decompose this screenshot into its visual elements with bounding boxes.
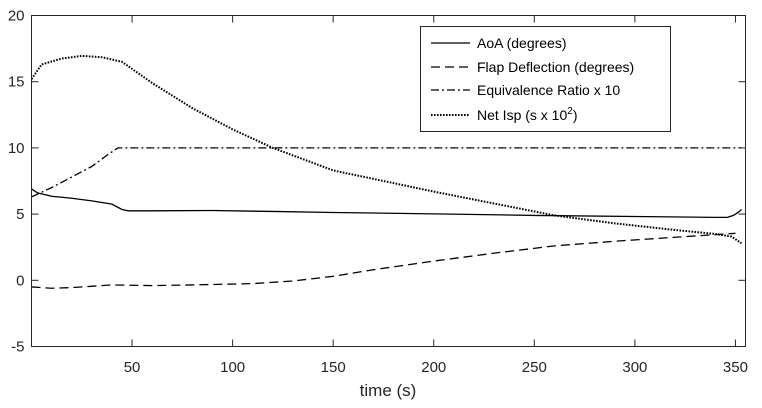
plot-lines [30,54,743,289]
series-line-2 [31,147,742,198]
y-tick-label: 10 [8,140,25,157]
legend-label-net-isp-main: Net Isp (s x 10 [477,107,567,123]
x-axis-title: time (s) [360,381,417,400]
x-tick-label: 150 [321,359,346,376]
y-tick-label: 20 [8,8,25,25]
y-tick-label: 15 [8,74,25,91]
series-line-3 [30,54,743,245]
x-tick-label: 300 [622,359,647,376]
x-tick-label: 250 [522,359,547,376]
y-tick-label: 0 [16,272,24,289]
legend: AoA (degrees) Flap Deflection (degrees) … [420,26,671,132]
x-tick-label: 200 [421,359,446,376]
y-tick-label: -5 [11,339,24,356]
x-tick-label: 50 [124,359,141,376]
x-tick-label: 350 [723,359,748,376]
axis-tick-labels: 50 100 150 200 250 300 350 -5 0 5 10 15 20 [8,8,748,377]
series-line-1 [31,232,736,289]
legend-label-net-isp-tail: ) [573,107,578,123]
x-tick-label: 100 [220,359,245,376]
legend-label-net-isp: Net Isp (s x 102) [477,106,578,123]
legend-samples [431,42,470,116]
y-tick-label: 5 [16,206,24,223]
axis-ticks [31,15,746,347]
legend-label-net-isp-sup: 2 [567,106,573,117]
legend-label-flap-deflection: Flap Deflection (degrees) [477,59,634,75]
legend-label-equivalence-ratio: Equivalence Ratio x 10 [477,82,620,98]
legend-label-aoa: AoA (degrees) [477,35,567,51]
plot-area-frame [31,15,746,347]
series-line-0 [31,188,742,219]
